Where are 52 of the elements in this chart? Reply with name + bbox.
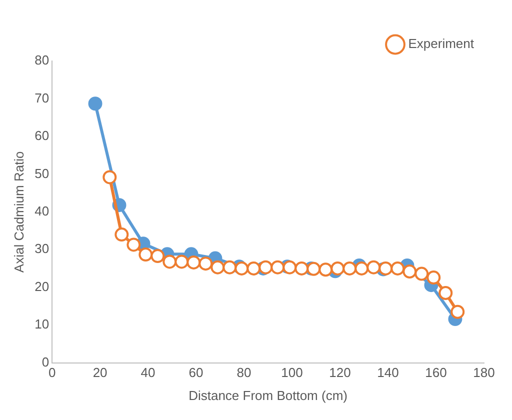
x-tick-label: 60 (188, 365, 204, 380)
point (186, 255, 201, 270)
point (222, 260, 237, 274)
point (282, 260, 297, 274)
point (402, 264, 417, 279)
legend-label: Experiment (408, 36, 474, 52)
point (390, 261, 405, 276)
y-tick-label: 60 (34, 128, 50, 144)
y-tick-label: 20 (34, 278, 50, 294)
point (366, 260, 381, 274)
point (258, 260, 273, 274)
point (114, 228, 129, 242)
point (426, 270, 441, 285)
point (330, 261, 345, 276)
x-tick-label: 80 (236, 365, 252, 380)
point (294, 261, 309, 276)
x-tick-label: 140 (377, 365, 399, 380)
x-axis-title: Distance From Bottom (cm) (188, 388, 348, 403)
x-tick-label: 100 (281, 365, 303, 380)
point (234, 261, 249, 276)
x-tick-label: 40 (140, 365, 156, 380)
point (174, 254, 189, 269)
point (150, 249, 165, 264)
point (354, 261, 369, 276)
y-tick-label: 70 (34, 90, 50, 106)
point (318, 262, 333, 277)
point (198, 256, 213, 271)
point (102, 170, 117, 184)
point (450, 304, 465, 319)
x-tick-label: 180 (473, 365, 495, 380)
y-tick-label: 30 (34, 241, 50, 256)
y-axis-title: Axial Cadmium Ratio (11, 151, 26, 273)
point (438, 286, 453, 300)
y-tick-label: 50 (34, 166, 50, 181)
point (342, 261, 357, 276)
x-tick-label: 20 (92, 365, 108, 380)
point (138, 248, 153, 262)
x-tick-label: 120 (329, 365, 351, 380)
x-tick-label: 160 (425, 365, 447, 380)
point (162, 254, 177, 269)
point (378, 261, 393, 276)
y-tick-label: 40 (34, 203, 50, 218)
y-tick-label: 80 (34, 52, 50, 68)
point (126, 238, 141, 252)
point (270, 260, 285, 274)
point (210, 260, 225, 274)
point (414, 266, 429, 281)
point (88, 96, 102, 111)
point (306, 262, 321, 276)
point (246, 261, 261, 276)
y-tick-label: 0 (42, 354, 50, 370)
y-tick-label: 10 (34, 316, 50, 332)
